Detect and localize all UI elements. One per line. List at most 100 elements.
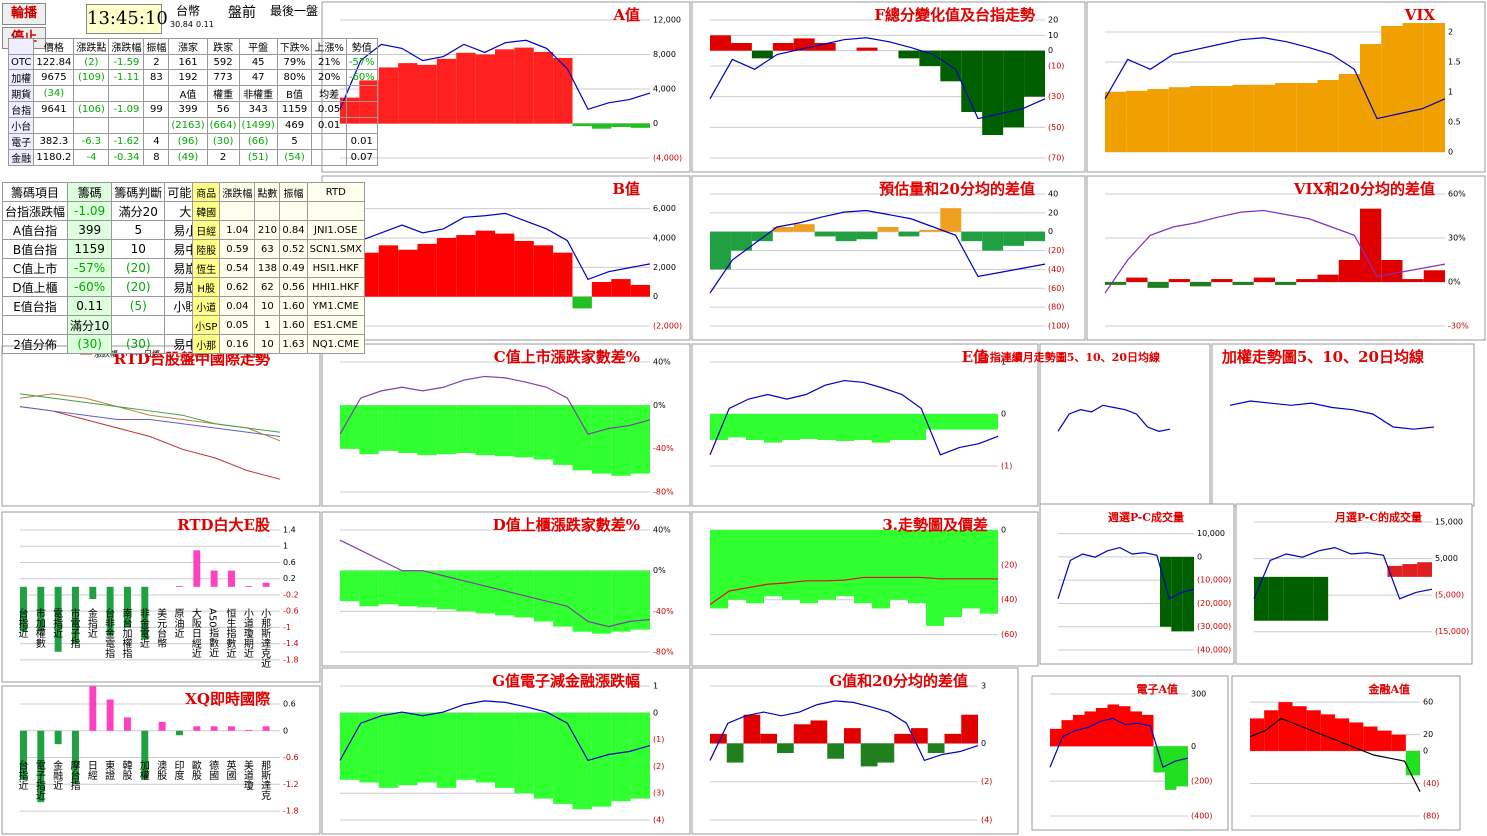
cell: 382.3: [33, 133, 75, 150]
bar: [908, 530, 926, 604]
cell: 1.60: [279, 315, 308, 335]
bar: [926, 414, 944, 430]
row: 電子 382.3 -6.3 -1.62 4 (96) (30) (66) 5 0.01: [7, 133, 378, 150]
bar: [210, 726, 218, 731]
bar: [572, 405, 592, 471]
bar: [514, 47, 534, 124]
y-tick-label: 0%: [653, 566, 666, 575]
bar: [611, 405, 631, 476]
cell: 0.04: [219, 296, 256, 316]
bar: [919, 50, 941, 66]
cell: 期貨: [7, 85, 35, 102]
y-tick-label: 0.6: [283, 700, 296, 709]
cell: (54): [276, 149, 313, 166]
y-tick-label: -0.6: [283, 607, 299, 616]
cell: [143, 85, 170, 102]
x-tick-label: 原油近: [172, 608, 184, 638]
bar: [1296, 83, 1318, 152]
cell: 漲跌點: [73, 38, 110, 55]
y-tick-label: 0.2: [283, 574, 296, 583]
bar: [436, 58, 457, 124]
bar: [772, 227, 794, 232]
chart-title: F總分變化值及台指走勢: [874, 6, 1035, 24]
y-tick-label: (5,000): [1435, 591, 1464, 600]
cell: [7, 38, 35, 55]
bar: [1268, 576, 1284, 621]
cell: 343: [238, 101, 278, 118]
bar: [1153, 746, 1165, 773]
cell: [254, 201, 281, 221]
panel: [1031, 675, 1229, 831]
chart-title: G值和20分均的差值: [829, 672, 968, 690]
bar: [1147, 89, 1169, 152]
bar: [245, 586, 253, 587]
y-tick-label: -1.2: [283, 780, 299, 789]
bar: [514, 240, 534, 297]
cell: 80%: [276, 69, 313, 86]
panel: [1039, 503, 1235, 665]
bar: [141, 730, 149, 780]
bar: [726, 743, 744, 763]
row: C值上市 -57% (20) 易崩跌: [1, 258, 219, 278]
cell: C值上市: [1, 258, 69, 278]
y-tick-label: 0%: [1448, 278, 1461, 287]
bar: [456, 235, 476, 297]
bar: [764, 414, 782, 443]
row: 小SP 0.05 1 1.60 ES1.CME: [191, 315, 365, 335]
bar: [630, 123, 650, 128]
header-row: 價格 漲跌點 漲跌幅 振幅 漲家 跌家 平盤 下跌% 上漲% 勢值: [7, 38, 378, 55]
panel: [1086, 175, 1486, 341]
y-tick-label: -0.6: [283, 753, 299, 762]
cell: 2: [143, 54, 170, 70]
cell: (30): [67, 334, 113, 354]
bar: [782, 414, 800, 440]
bar: [1338, 260, 1360, 282]
cell: 210: [254, 220, 281, 240]
y-tick-label: -40%: [653, 444, 674, 453]
x-tick-label: 市電子指: [68, 607, 80, 649]
bar: [877, 743, 895, 763]
cell: 1: [254, 315, 281, 335]
x-tick-label: 市加權數: [33, 607, 45, 649]
x-tick-label: 小道瓊期近: [241, 608, 253, 658]
chart-title: 3.走勢圖及價差: [882, 516, 988, 534]
bar: [1381, 260, 1403, 282]
cell: (2163): [168, 117, 208, 134]
line: [19, 393, 281, 433]
bar: [1190, 86, 1212, 152]
bar: [514, 570, 534, 618]
x-tick-label: 美道瓊: [241, 759, 253, 790]
line: [1049, 717, 1189, 769]
bar: [553, 57, 573, 124]
cell: 192: [168, 69, 208, 86]
cell: 10: [111, 239, 166, 259]
cell: -57%: [345, 54, 378, 70]
cell: 592: [206, 54, 240, 70]
line: [709, 379, 999, 456]
quote-table: 價格 漲跌點 漲跌幅 振幅 漲家 跌家 平盤 下跌% 上漲% 勢值 OTC 122.84 (2) -1.5…: [7, 38, 378, 166]
y-tick-label: (40): [1048, 265, 1064, 274]
y-tick-label: (100): [1048, 322, 1070, 331]
bar: [436, 405, 457, 455]
bar: [710, 414, 728, 440]
cell: 0.05: [311, 101, 347, 118]
bar: [37, 730, 45, 803]
cell: [279, 201, 308, 221]
cell: 99: [143, 101, 170, 118]
bar: [1349, 722, 1364, 751]
cell: JNI1.OSE: [306, 220, 365, 240]
cell: 漲跌幅: [219, 182, 256, 202]
bar: [793, 724, 811, 744]
chart-title: 月選P-C的成交量: [1334, 510, 1422, 524]
cell: 平盤: [238, 38, 278, 55]
chart-title: B值: [612, 180, 640, 198]
y-tick-label: (10): [1048, 62, 1064, 71]
line: [709, 700, 979, 762]
bar: [630, 405, 650, 474]
cell: 跌家: [206, 38, 240, 55]
cell: (2): [73, 54, 110, 70]
button[interactable]: 輪播: [2, 3, 46, 25]
bar: [1402, 564, 1418, 577]
bar: [495, 233, 515, 297]
